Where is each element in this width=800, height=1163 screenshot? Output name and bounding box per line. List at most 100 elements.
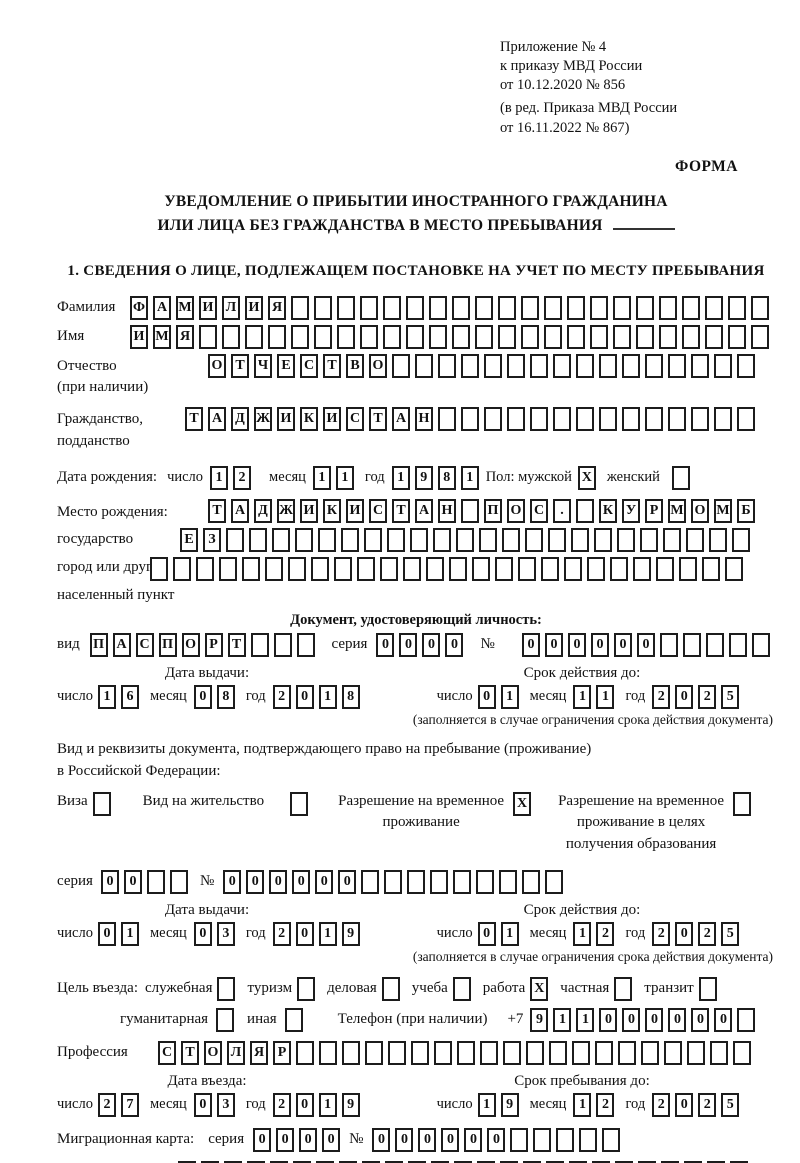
char-cell[interactable] [199, 324, 217, 349]
char-cell[interactable] [290, 791, 309, 816]
char-cell[interactable] [293, 1160, 311, 1163]
char-cell[interactable]: Д [231, 407, 249, 432]
char-cell[interactable] [311, 556, 329, 581]
char-cell[interactable] [383, 324, 401, 349]
char-cell[interactable]: 0 [376, 632, 395, 657]
char-cell[interactable]: С [135, 632, 154, 657]
char-cell[interactable] [613, 295, 631, 320]
char-cell[interactable]: 0 [637, 632, 655, 657]
char-cell[interactable] [633, 556, 651, 581]
char-cell[interactable]: Я [268, 295, 286, 320]
char-cell[interactable]: 0 [441, 1127, 460, 1152]
char-cell[interactable] [664, 1040, 682, 1065]
char-cell[interactable]: 2 [652, 921, 671, 946]
char-cell[interactable] [618, 1040, 636, 1065]
char-cell[interactable] [521, 324, 539, 349]
char-cell[interactable]: И [199, 295, 217, 320]
char-cell[interactable] [498, 295, 516, 320]
char-cell[interactable] [384, 869, 403, 894]
char-cell[interactable]: Н [415, 407, 433, 432]
char-cell[interactable] [732, 527, 750, 552]
char-cell[interactable]: 9 [530, 1007, 549, 1032]
char-cell[interactable]: Т [369, 407, 387, 432]
char-cell[interactable]: 0 [322, 1127, 341, 1152]
char-cell[interactable]: 0 [675, 684, 694, 709]
char-cell[interactable]: К [323, 498, 341, 523]
char-cell[interactable]: 8 [216, 684, 235, 709]
char-cell[interactable]: 1 [318, 1092, 337, 1117]
char-cell[interactable] [452, 324, 470, 349]
char-cell[interactable] [572, 1040, 590, 1065]
char-cell[interactable] [438, 407, 456, 432]
char-cell[interactable]: Т [185, 407, 203, 432]
char-cell[interactable]: 0 [568, 632, 586, 657]
char-cell[interactable]: X [530, 976, 549, 1001]
char-cell[interactable]: 0 [100, 869, 119, 894]
char-cell[interactable]: 0 [614, 632, 632, 657]
char-cell[interactable] [219, 556, 237, 581]
char-cell[interactable] [705, 295, 723, 320]
char-cell[interactable] [707, 1160, 725, 1163]
char-cell[interactable] [567, 324, 585, 349]
char-cell[interactable]: А [153, 295, 171, 320]
char-cell[interactable]: К [300, 407, 318, 432]
char-cell[interactable]: Б [737, 498, 755, 523]
char-cell[interactable] [484, 407, 502, 432]
char-cell[interactable] [622, 353, 640, 378]
char-cell[interactable] [730, 1160, 748, 1163]
char-cell[interactable]: И [300, 498, 318, 523]
char-cell[interactable]: 2 [233, 465, 252, 490]
char-cell[interactable]: 0 [223, 869, 242, 894]
char-cell[interactable] [334, 556, 352, 581]
char-cell[interactable]: 0 [422, 632, 441, 657]
char-cell[interactable] [291, 295, 309, 320]
char-cell[interactable]: У [622, 498, 640, 523]
char-cell[interactable]: 1 [318, 921, 337, 946]
char-cell[interactable]: Ф [130, 295, 148, 320]
char-cell[interactable] [698, 976, 717, 1001]
char-cell[interactable]: Р [645, 498, 663, 523]
char-cell[interactable] [751, 295, 769, 320]
char-cell[interactable] [614, 976, 633, 1001]
char-cell[interactable] [461, 407, 479, 432]
char-cell[interactable] [342, 1040, 360, 1065]
char-cell[interactable] [567, 295, 585, 320]
char-cell[interactable] [296, 632, 315, 657]
char-cell[interactable]: И [277, 407, 295, 432]
char-cell[interactable]: Т [392, 498, 410, 523]
char-cell[interactable] [728, 324, 746, 349]
char-cell[interactable] [706, 632, 724, 657]
char-cell[interactable] [691, 407, 709, 432]
char-cell[interactable]: 0 [477, 921, 496, 946]
char-cell[interactable]: 0 [253, 1127, 272, 1152]
char-cell[interactable]: 0 [395, 1127, 414, 1152]
char-cell[interactable]: 0 [97, 921, 116, 946]
char-cell[interactable] [429, 295, 447, 320]
char-cell[interactable] [270, 1160, 288, 1163]
char-cell[interactable]: А [415, 498, 433, 523]
char-cell[interactable]: 0 [315, 869, 334, 894]
char-cell[interactable] [479, 527, 497, 552]
char-cell[interactable] [729, 632, 747, 657]
char-cell[interactable] [472, 556, 490, 581]
char-cell[interactable] [523, 1160, 541, 1163]
char-cell[interactable]: 0 [295, 1092, 314, 1117]
char-cell[interactable]: П [158, 632, 177, 657]
char-cell[interactable] [365, 1040, 383, 1065]
char-cell[interactable]: 2 [596, 1092, 615, 1117]
char-cell[interactable]: Н [438, 498, 456, 523]
char-cell[interactable] [668, 407, 686, 432]
char-cell[interactable]: 5 [721, 684, 740, 709]
char-cell[interactable]: 2 [698, 1092, 717, 1117]
char-cell[interactable] [613, 324, 631, 349]
char-cell[interactable] [387, 527, 405, 552]
char-cell[interactable]: 0 [477, 684, 496, 709]
char-cell[interactable] [426, 556, 444, 581]
char-cell[interactable] [341, 527, 359, 552]
char-cell[interactable] [556, 1127, 575, 1152]
char-cell[interactable] [216, 1007, 235, 1032]
char-cell[interactable]: 0 [445, 632, 464, 657]
char-cell[interactable] [461, 498, 479, 523]
char-cell[interactable] [454, 1160, 472, 1163]
char-cell[interactable]: 0 [522, 632, 540, 657]
